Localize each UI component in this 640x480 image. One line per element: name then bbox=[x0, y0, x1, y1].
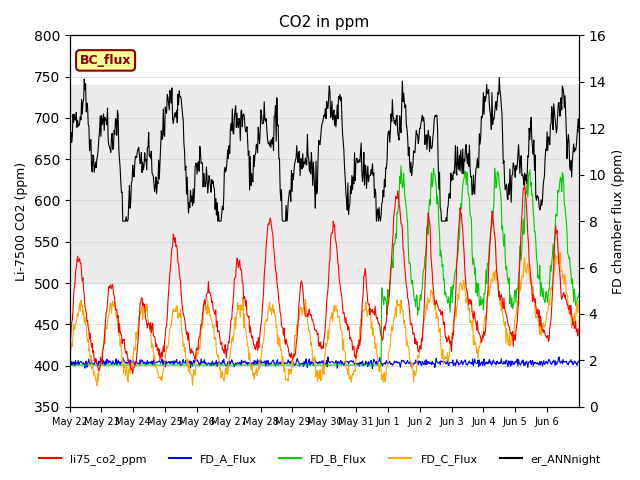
Bar bbox=[70, 85, 579, 283]
Y-axis label: FD chamber flux (ppm): FD chamber flux (ppm) bbox=[612, 148, 625, 294]
Legend: li75_co2_ppm, FD_A_Flux, FD_B_Flux, FD_C_Flux, er_ANNnight: li75_co2_ppm, FD_A_Flux, FD_B_Flux, FD_C… bbox=[35, 450, 605, 469]
Y-axis label: Li-7500 CO2 (ppm): Li-7500 CO2 (ppm) bbox=[15, 162, 28, 281]
Text: BC_flux: BC_flux bbox=[80, 54, 131, 67]
Title: CO2 in ppm: CO2 in ppm bbox=[279, 15, 369, 30]
